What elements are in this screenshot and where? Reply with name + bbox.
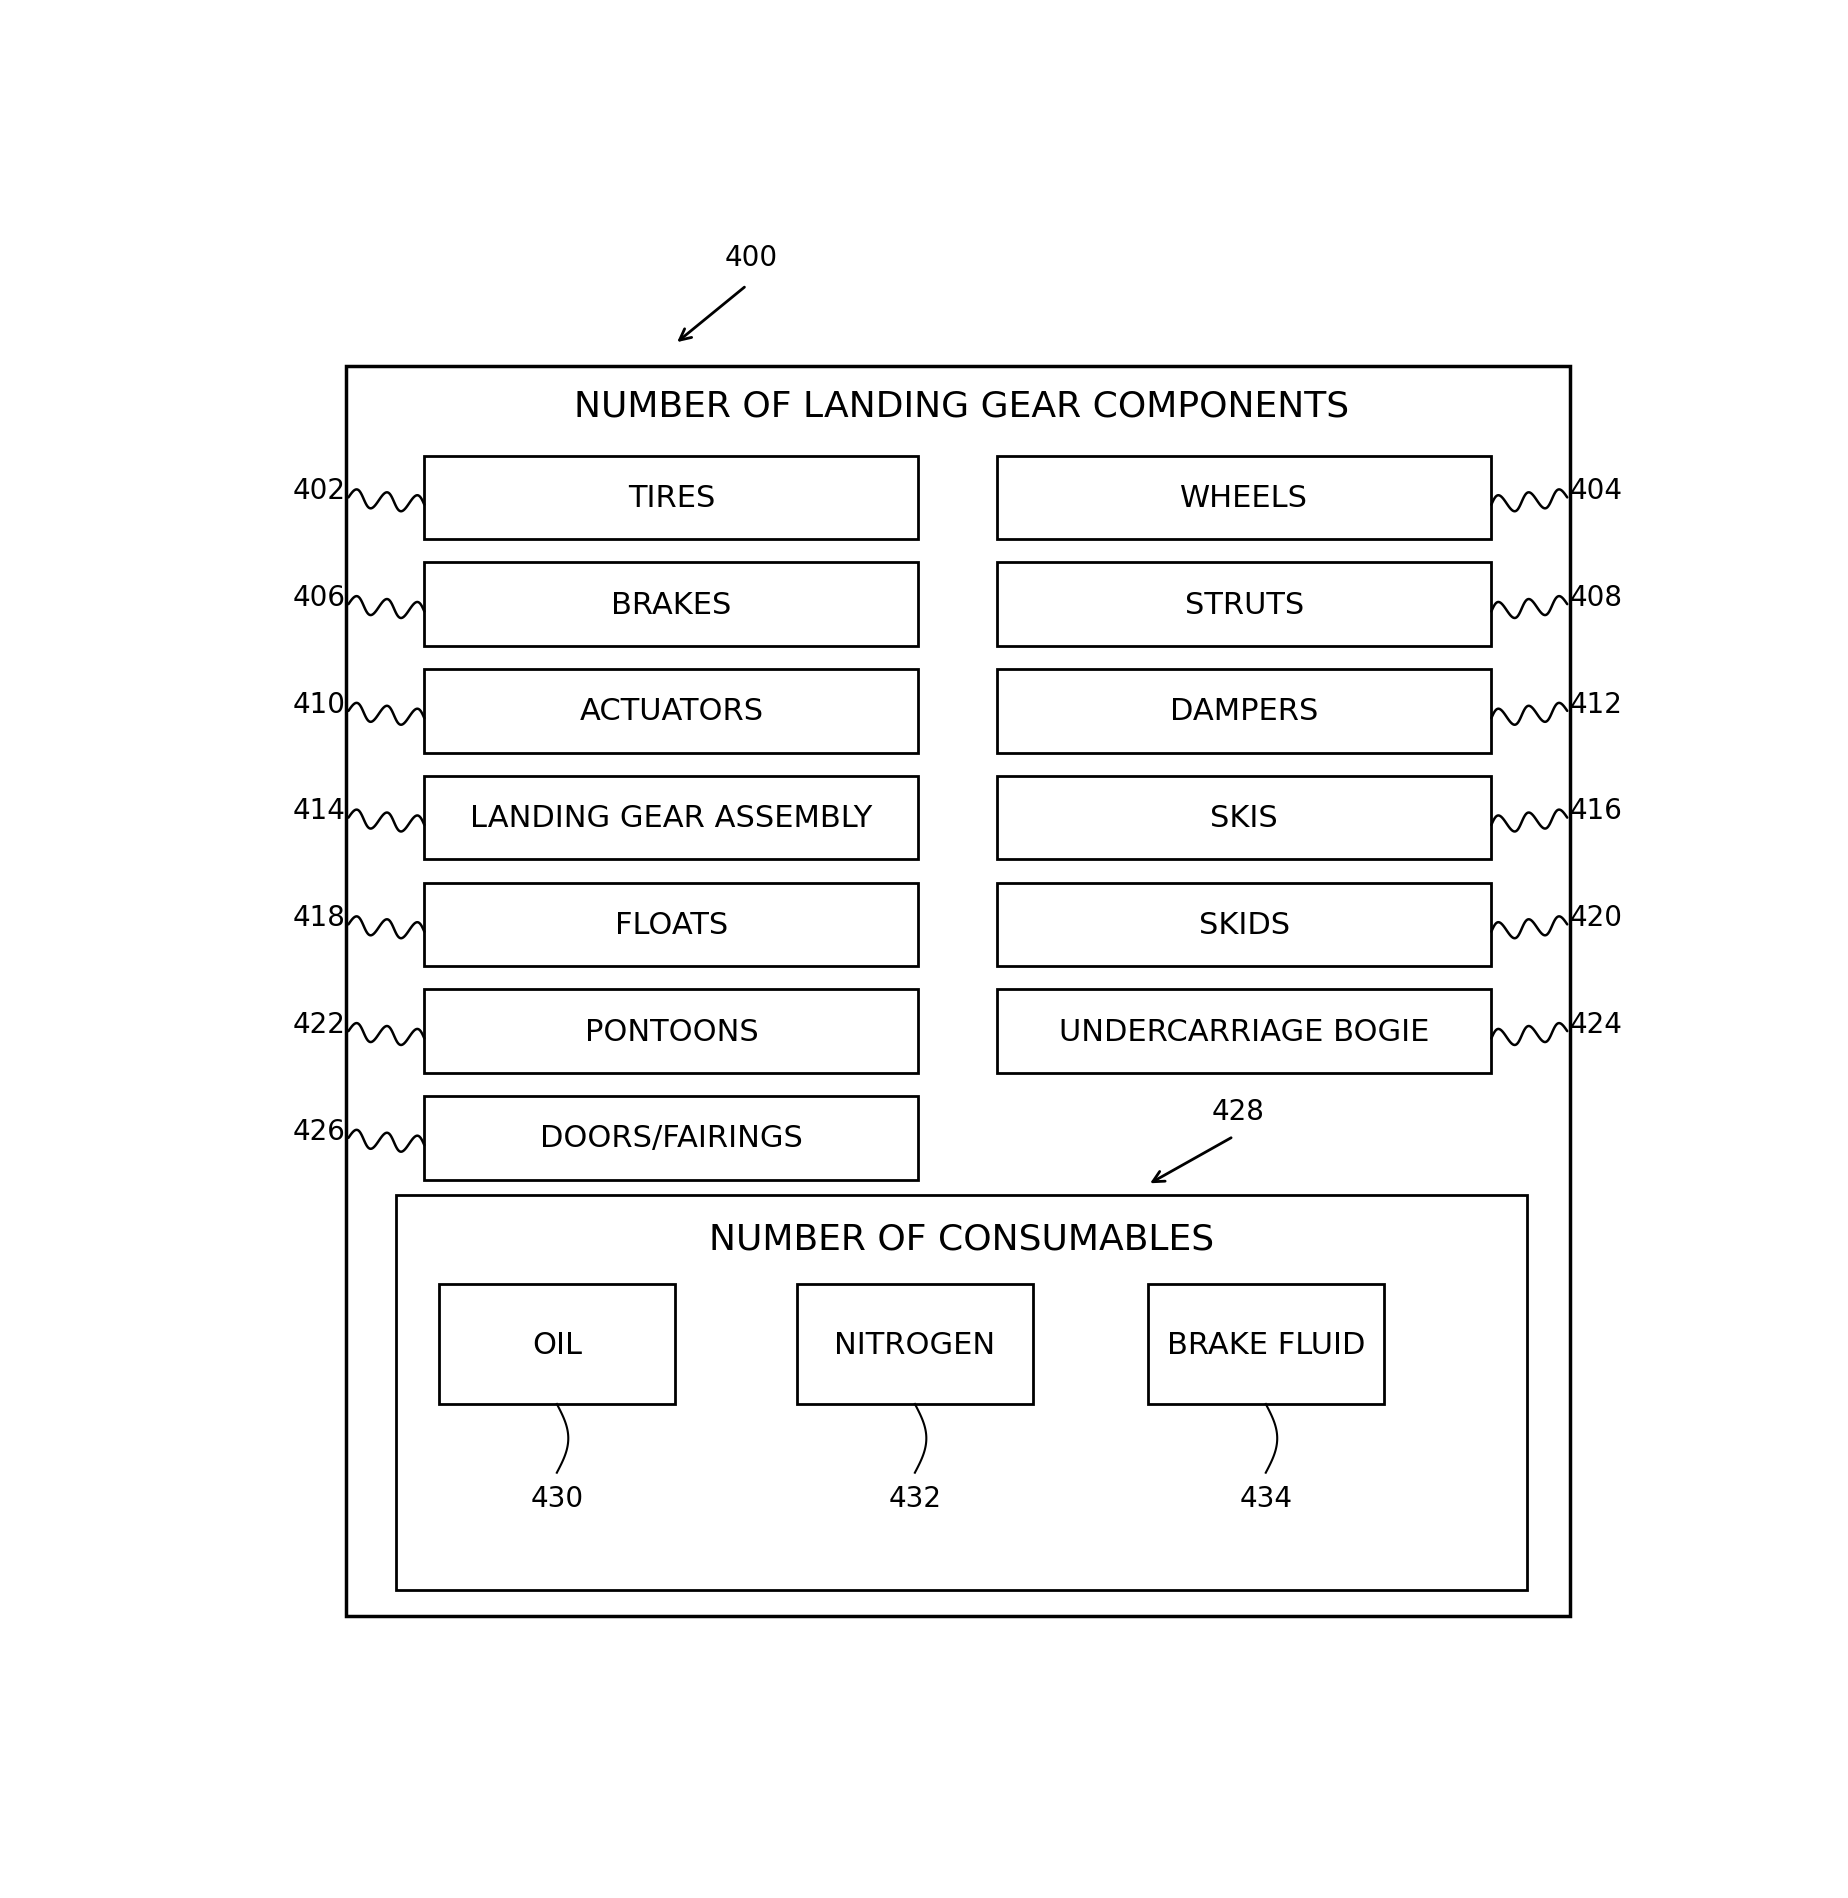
Text: 424: 424 [1571,1010,1623,1038]
Text: BRAKES: BRAKES [612,590,732,619]
Text: NUMBER OF LANDING GEAR COMPONENTS: NUMBER OF LANDING GEAR COMPONENTS [575,389,1349,423]
Bar [395,1196,1526,1591]
Text: SKIDS: SKIDS [1199,911,1290,940]
Text: OIL: OIL [532,1330,582,1359]
Bar [998,883,1491,966]
Text: NITROGEN: NITROGEN [833,1330,996,1359]
Bar [425,457,918,539]
Text: 422: 422 [292,1010,346,1038]
Text: 406: 406 [292,583,346,611]
Text: PONTOONS: PONTOONS [584,1017,758,1046]
Text: DAMPERS: DAMPERS [1170,697,1318,727]
Bar [425,1097,918,1181]
Bar [425,564,918,647]
Text: 430: 430 [530,1484,584,1513]
Bar [425,670,918,754]
Text: 420: 420 [1571,903,1623,932]
Bar [998,991,1491,1072]
Bar [425,883,918,966]
Text: 408: 408 [1571,583,1623,611]
Text: WHEELS: WHEELS [1181,484,1308,512]
Text: TIRES: TIRES [628,484,715,512]
Text: 434: 434 [1240,1484,1292,1513]
Text: UNDERCARRIAGE BOGIE: UNDERCARRIAGE BOGIE [1059,1017,1430,1046]
Text: 412: 412 [1571,691,1623,717]
Text: 426: 426 [292,1116,346,1144]
Text: 432: 432 [889,1484,941,1513]
Text: 410: 410 [292,691,346,717]
Text: 402: 402 [292,476,346,505]
Text: SKIS: SKIS [1210,803,1279,833]
Text: 414: 414 [292,797,346,826]
Bar [1148,1285,1384,1405]
Text: 416: 416 [1571,797,1623,826]
Bar [796,1285,1033,1405]
Text: 428: 428 [1212,1097,1264,1126]
Text: FLOATS: FLOATS [615,911,728,940]
Bar [998,564,1491,647]
Text: BRAKE FLUID: BRAKE FLUID [1166,1330,1366,1359]
Text: NUMBER OF CONSUMABLES: NUMBER OF CONSUMABLES [710,1222,1214,1256]
Text: 400: 400 [724,243,778,271]
Text: DOORS/FAIRINGS: DOORS/FAIRINGS [540,1124,802,1152]
Bar [998,457,1491,539]
Bar [425,776,918,860]
Bar [346,366,1571,1617]
Text: 404: 404 [1571,476,1623,505]
Bar [438,1285,675,1405]
Bar [998,776,1491,860]
Bar [425,991,918,1072]
Bar [998,670,1491,754]
Text: ACTUATORS: ACTUATORS [578,697,763,727]
Text: STRUTS: STRUTS [1185,590,1305,619]
Text: 418: 418 [292,903,346,932]
Text: LANDING GEAR ASSEMBLY: LANDING GEAR ASSEMBLY [469,803,872,833]
